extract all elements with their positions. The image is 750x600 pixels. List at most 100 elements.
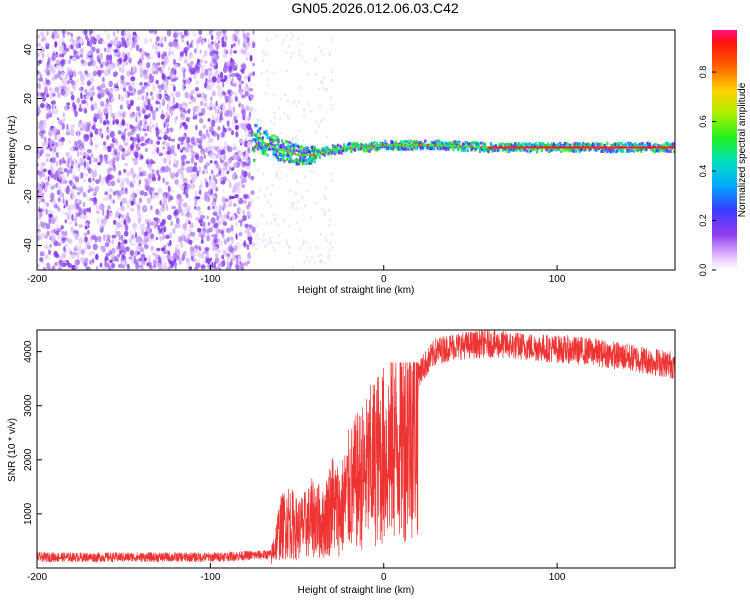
noise-cell bbox=[51, 156, 56, 164]
signal-cell bbox=[532, 147, 535, 151]
noise-cell bbox=[326, 135, 329, 139]
noise-cell bbox=[43, 80, 47, 85]
signal-cell bbox=[487, 150, 490, 154]
signal-cell bbox=[306, 148, 309, 152]
noise-cell bbox=[79, 158, 84, 163]
noise-cell bbox=[278, 241, 281, 245]
noise-cell bbox=[99, 156, 103, 164]
signal-core-cell bbox=[358, 146, 361, 149]
signal-cell bbox=[434, 140, 437, 144]
signal-cell bbox=[360, 142, 363, 146]
noise-cell bbox=[110, 64, 114, 71]
noise-cell bbox=[199, 253, 205, 260]
noise-cell bbox=[285, 51, 288, 55]
noise-cell bbox=[200, 92, 206, 99]
signal-core-cell bbox=[264, 142, 267, 145]
noise-cell bbox=[188, 65, 193, 71]
noise-cell bbox=[209, 257, 213, 262]
signal-cell bbox=[505, 149, 508, 153]
noise-cell bbox=[177, 200, 182, 207]
signal-cell bbox=[311, 149, 314, 153]
signal-cell bbox=[582, 141, 585, 145]
signal-core-cell bbox=[290, 152, 293, 155]
noise-cell bbox=[82, 155, 86, 159]
noise-cell bbox=[153, 30, 158, 35]
noise-cell bbox=[223, 213, 228, 218]
noise-cell bbox=[194, 190, 199, 196]
noise-cell bbox=[318, 45, 321, 49]
noise-cell bbox=[181, 211, 184, 216]
noise-cell bbox=[222, 171, 225, 177]
signal-cell bbox=[361, 145, 364, 148]
noise-cell bbox=[231, 120, 236, 127]
noise-cell bbox=[322, 117, 325, 121]
noise-cell bbox=[213, 40, 217, 46]
noise-cell bbox=[121, 119, 126, 126]
noise-cell bbox=[306, 72, 309, 76]
signal-cell bbox=[520, 149, 523, 153]
signal-cell bbox=[316, 148, 319, 152]
noise-cell bbox=[196, 38, 199, 42]
signal-core-cell bbox=[364, 146, 367, 149]
noise-cell bbox=[112, 147, 117, 151]
noise-cell bbox=[231, 130, 234, 136]
noise-cell bbox=[99, 203, 105, 211]
noise-cell bbox=[124, 187, 128, 192]
signal-cell bbox=[276, 156, 279, 159]
signal-cell bbox=[526, 142, 529, 146]
signal-core-cell bbox=[256, 135, 259, 138]
signal-core-cell bbox=[418, 144, 421, 147]
noise-cell bbox=[72, 57, 77, 61]
noise-cell bbox=[67, 263, 72, 268]
signal-cell bbox=[671, 142, 675, 146]
signal-cell bbox=[400, 147, 403, 151]
noise-cell bbox=[71, 160, 74, 167]
signal-core-cell bbox=[394, 144, 396, 147]
noise-cell bbox=[155, 122, 159, 128]
noise-cell bbox=[196, 45, 199, 50]
noise-cell bbox=[200, 134, 204, 142]
noise-cell bbox=[120, 43, 124, 48]
signal-cell bbox=[411, 145, 414, 149]
signal-core-cell bbox=[390, 144, 393, 147]
signal-core-cell bbox=[402, 144, 405, 147]
signal-cell bbox=[511, 149, 514, 153]
noise-cell bbox=[204, 191, 209, 199]
noise-cell bbox=[206, 228, 208, 234]
noise-cell bbox=[55, 160, 59, 167]
signal-cell bbox=[460, 146, 463, 150]
noise-cell bbox=[138, 197, 143, 204]
signal-cell bbox=[335, 145, 338, 148]
signal-cell bbox=[419, 147, 422, 151]
signal-core-cell bbox=[449, 144, 452, 147]
signal-core-cell bbox=[276, 147, 279, 150]
noise-cell bbox=[321, 80, 324, 84]
signal-cell bbox=[625, 150, 628, 153]
noise-cell bbox=[44, 68, 49, 73]
noise-cell bbox=[215, 100, 218, 107]
signal-cell bbox=[664, 144, 667, 148]
signal-cell bbox=[417, 142, 420, 145]
noise-cell bbox=[69, 69, 73, 76]
signal-cell bbox=[288, 148, 291, 152]
signal-cell bbox=[577, 148, 580, 152]
noise-cell bbox=[192, 252, 197, 257]
noise-cell bbox=[267, 201, 269, 204]
noise-cell bbox=[165, 129, 168, 136]
noise-cell bbox=[150, 195, 156, 200]
signal-core-cell bbox=[273, 146, 276, 149]
noise-cell bbox=[174, 266, 177, 270]
noise-cell bbox=[47, 57, 50, 65]
noise-cell bbox=[65, 199, 69, 207]
noise-cell bbox=[173, 158, 177, 164]
noise-cell bbox=[115, 230, 121, 237]
noise-cell bbox=[302, 242, 305, 246]
noise-cell bbox=[196, 170, 200, 177]
signal-cell bbox=[582, 143, 585, 147]
noise-cell bbox=[135, 106, 141, 112]
noise-cell bbox=[226, 255, 230, 261]
y-tick-label: 1000 bbox=[23, 502, 34, 525]
noise-cell bbox=[172, 58, 177, 66]
noise-cell bbox=[152, 65, 158, 72]
noise-cell bbox=[73, 185, 77, 190]
